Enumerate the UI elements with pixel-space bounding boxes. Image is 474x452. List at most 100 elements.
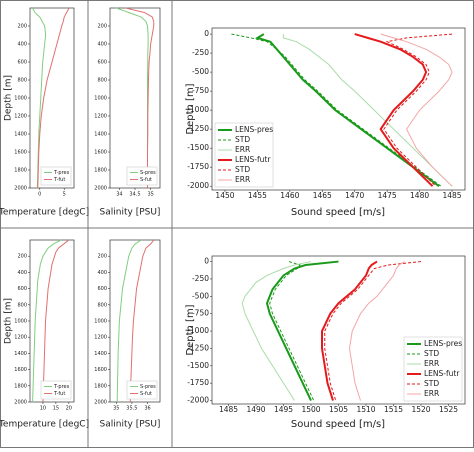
y-tick-label: 400 xyxy=(17,42,27,48)
y-tick-label: -2000 xyxy=(187,181,209,190)
y-axis-label: Depth [m] xyxy=(4,75,14,121)
legend-label: S-pres xyxy=(140,170,156,176)
y-tick-label: -1750 xyxy=(187,162,209,171)
x-axis-label: Temperature [degC] xyxy=(0,208,89,218)
x-tick-label: 20 xyxy=(66,406,72,412)
y-tick-label: -1500 xyxy=(187,361,209,370)
series-line xyxy=(37,7,70,189)
legend-label: STD xyxy=(235,165,250,174)
legend-label: T-pres xyxy=(53,384,70,390)
legend-label: ERR xyxy=(235,175,250,184)
y-axis-label: Depth [m] xyxy=(185,304,196,355)
y-tick-label: 1800 xyxy=(94,168,107,174)
y-axis-label: Depth [m] xyxy=(185,83,196,134)
y-tick-label: 200 xyxy=(97,24,107,30)
legend-box xyxy=(403,336,463,402)
x-axis-label: Temperature [degC] xyxy=(0,420,89,430)
y-tick-label: -750 xyxy=(192,309,209,318)
series-line xyxy=(116,7,149,188)
x-axis-label: Salinity [PSU] xyxy=(100,420,161,430)
y-tick-label: 1400 xyxy=(14,132,27,138)
legend-box xyxy=(214,122,274,188)
x-tick-label: 1495 xyxy=(274,405,293,414)
y-tick-label: 800 xyxy=(17,302,27,308)
x-tick-label: 1505 xyxy=(329,405,348,414)
legend-label: LENS-futr xyxy=(424,369,460,378)
y-tick-label: -250 xyxy=(192,274,209,283)
legend-label: S-fut xyxy=(140,391,152,397)
series-line xyxy=(32,239,62,403)
x-tick-label: 35 xyxy=(113,406,119,412)
y-tick-label: 800 xyxy=(97,302,107,308)
series-line xyxy=(321,260,378,401)
x-tick-label: 1515 xyxy=(384,405,403,414)
y-tick-label: 1200 xyxy=(94,114,107,120)
y-tick-label: 1000 xyxy=(14,319,27,325)
x-tick-label: 15 xyxy=(53,406,59,412)
x-tick-label: 1480 xyxy=(410,191,429,200)
y-tick-label: 400 xyxy=(97,270,107,276)
y-tick-label: 1400 xyxy=(94,132,107,138)
y-tick-label: 1800 xyxy=(94,383,107,389)
y-tick-label: -1000 xyxy=(187,105,209,114)
series-line xyxy=(254,33,440,188)
y-tick-label: 1400 xyxy=(94,351,107,357)
y-tick-label: 1800 xyxy=(14,168,27,174)
y-tick-label: -1000 xyxy=(187,326,209,335)
y-tick-label: -1250 xyxy=(187,124,209,133)
x-tick-label: 36 xyxy=(144,406,150,412)
x-tick-label: 10 xyxy=(40,406,46,412)
x-tick-label: 35 xyxy=(147,192,153,198)
y-tick-label: 200 xyxy=(97,254,107,260)
x-axis-label: Sound speed [m/s] xyxy=(291,419,385,430)
y-tick-label: 200 xyxy=(17,254,27,260)
y-axis-label: Depth [m] xyxy=(4,298,14,344)
y-tick-label: 800 xyxy=(17,78,27,84)
y-tick-label: -2000 xyxy=(187,396,209,405)
y-tick-label: 2000 xyxy=(94,186,107,192)
y-tick-label: -250 xyxy=(192,48,209,57)
legend-label: T-fut xyxy=(53,391,65,397)
series-line xyxy=(380,33,453,187)
y-tick-label: 1200 xyxy=(14,335,27,341)
y-tick-label: 600 xyxy=(17,60,27,66)
x-tick-label: 0 xyxy=(38,192,41,198)
y-tick-label: 2000 xyxy=(14,186,27,192)
x-tick-label: 1470 xyxy=(345,191,364,200)
series-line xyxy=(282,34,453,187)
legend-label: STD xyxy=(424,349,439,358)
series-line xyxy=(383,33,453,187)
y-tick-label: 600 xyxy=(17,286,27,292)
legend-box xyxy=(126,166,158,186)
y-tick-label: 1600 xyxy=(14,367,27,373)
y-tick-label: 0 xyxy=(204,29,209,38)
series-line xyxy=(348,261,405,401)
legend-label: ERR xyxy=(424,359,439,368)
legend-label: STD xyxy=(424,379,439,388)
x-tick-label: 34.5 xyxy=(129,192,140,198)
x-tick-label: 1460 xyxy=(280,191,299,200)
y-tick-label: 1000 xyxy=(14,96,27,102)
x-tick-label: 1510 xyxy=(356,405,375,414)
y-tick-label: 600 xyxy=(97,60,107,66)
y-tick-label: 800 xyxy=(97,78,107,84)
legend-box xyxy=(40,166,72,186)
y-tick-label: 2000 xyxy=(14,400,27,406)
series-line xyxy=(241,261,312,401)
x-tick-label: 1455 xyxy=(248,191,267,200)
x-tick-label: 5 xyxy=(63,192,66,198)
x-tick-label: 1500 xyxy=(301,405,320,414)
series-line xyxy=(129,239,155,403)
y-tick-label: 200 xyxy=(17,24,27,30)
y-tick-label: 2000 xyxy=(94,400,107,406)
y-tick-label: 1400 xyxy=(14,351,27,357)
x-tick-label: 1520 xyxy=(411,405,430,414)
plot-frame xyxy=(29,7,75,189)
y-tick-label: -1500 xyxy=(187,143,209,152)
x-tick-label: 1485 xyxy=(442,191,461,200)
x-tick-label: 1475 xyxy=(378,191,397,200)
series-line xyxy=(125,7,155,188)
x-tick-label: 1450 xyxy=(215,191,234,200)
x-tick-label: 35.5 xyxy=(126,406,137,412)
